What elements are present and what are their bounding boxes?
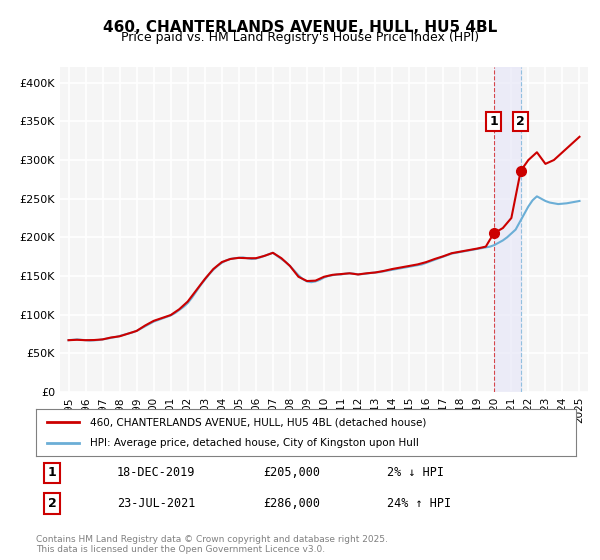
Text: HPI: Average price, detached house, City of Kingston upon Hull: HPI: Average price, detached house, City… <box>90 438 419 448</box>
Text: 2: 2 <box>48 497 56 510</box>
Text: 24% ↑ HPI: 24% ↑ HPI <box>387 497 451 510</box>
Text: 460, CHANTERLANDS AVENUE, HULL, HU5 4BL: 460, CHANTERLANDS AVENUE, HULL, HU5 4BL <box>103 20 497 35</box>
Text: 2: 2 <box>517 115 525 128</box>
Text: Price paid vs. HM Land Registry's House Price Index (HPI): Price paid vs. HM Land Registry's House … <box>121 31 479 44</box>
Text: 1: 1 <box>48 466 56 479</box>
Text: £205,000: £205,000 <box>263 466 320 479</box>
Text: 2% ↓ HPI: 2% ↓ HPI <box>387 466 444 479</box>
Text: 18-DEC-2019: 18-DEC-2019 <box>117 466 196 479</box>
Bar <box>494 67 521 392</box>
Text: 460, CHANTERLANDS AVENUE, HULL, HU5 4BL (detached house): 460, CHANTERLANDS AVENUE, HULL, HU5 4BL … <box>90 417 427 427</box>
Text: £286,000: £286,000 <box>263 497 320 510</box>
Text: 1: 1 <box>489 115 498 128</box>
Text: 23-JUL-2021: 23-JUL-2021 <box>117 497 196 510</box>
Text: Contains HM Land Registry data © Crown copyright and database right 2025.
This d: Contains HM Land Registry data © Crown c… <box>36 535 388 554</box>
